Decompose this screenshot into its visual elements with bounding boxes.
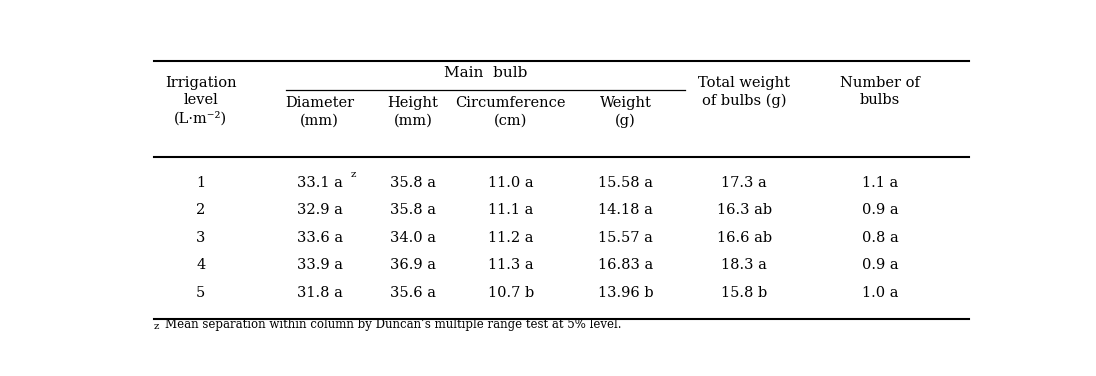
- Text: z: z: [153, 322, 160, 331]
- Text: 35.6 a: 35.6 a: [390, 286, 436, 300]
- Text: 33.6 a: 33.6 a: [297, 230, 343, 245]
- Text: Main  bulb: Main bulb: [444, 66, 527, 80]
- Text: Circumference
(cm): Circumference (cm): [456, 96, 566, 127]
- Text: Total weight
of bulbs (g): Total weight of bulbs (g): [698, 76, 790, 108]
- Text: 33.9 a: 33.9 a: [297, 258, 343, 272]
- Text: 5: 5: [196, 286, 205, 300]
- Text: 0.9 a: 0.9 a: [861, 203, 899, 217]
- Text: 4: 4: [196, 258, 205, 272]
- Text: 11.3 a: 11.3 a: [488, 258, 534, 272]
- Text: 35.8 a: 35.8 a: [390, 203, 436, 217]
- Text: 17.3 a: 17.3 a: [721, 176, 767, 190]
- Text: 11.1 a: 11.1 a: [488, 203, 534, 217]
- Text: 1.0 a: 1.0 a: [861, 286, 899, 300]
- Text: 14.18 a: 14.18 a: [598, 203, 653, 217]
- Text: 0.8 a: 0.8 a: [861, 230, 899, 245]
- Text: 15.8 b: 15.8 b: [721, 286, 767, 300]
- Text: 2: 2: [196, 203, 205, 217]
- Text: 3: 3: [196, 230, 205, 245]
- Text: Diameter
(mm): Diameter (mm): [285, 96, 354, 127]
- Text: Mean separation within column by Duncan’s multiple range test at 5% level.: Mean separation within column by Duncan’…: [165, 318, 621, 331]
- Text: z: z: [351, 170, 356, 179]
- Text: 1.1 a: 1.1 a: [863, 176, 899, 190]
- Text: 35.8 a: 35.8 a: [390, 176, 436, 190]
- Text: 18.3 a: 18.3 a: [721, 258, 767, 272]
- Text: 1: 1: [196, 176, 205, 190]
- Text: 11.0 a: 11.0 a: [488, 176, 534, 190]
- Text: 33.1 a: 33.1 a: [297, 176, 343, 190]
- Text: Number of
bulbs: Number of bulbs: [841, 76, 921, 108]
- Text: 16.6 ab: 16.6 ab: [717, 230, 772, 245]
- Text: 13.96 b: 13.96 b: [597, 286, 653, 300]
- Text: 11.2 a: 11.2 a: [488, 230, 534, 245]
- Text: 15.58 a: 15.58 a: [598, 176, 653, 190]
- Text: 34.0 a: 34.0 a: [390, 230, 436, 245]
- Text: Weight
(g): Weight (g): [600, 96, 651, 128]
- Text: 10.7 b: 10.7 b: [488, 286, 534, 300]
- Text: 32.9 a: 32.9 a: [297, 203, 343, 217]
- Text: 16.83 a: 16.83 a: [597, 258, 653, 272]
- Text: Irrigation
level
(L·m⁻²): Irrigation level (L·m⁻²): [164, 76, 237, 126]
- Text: 31.8 a: 31.8 a: [297, 286, 343, 300]
- Text: Height
(mm): Height (mm): [388, 96, 438, 127]
- Text: 15.57 a: 15.57 a: [598, 230, 653, 245]
- Text: 0.9 a: 0.9 a: [861, 258, 899, 272]
- Text: 36.9 a: 36.9 a: [390, 258, 436, 272]
- Text: 16.3 ab: 16.3 ab: [717, 203, 772, 217]
